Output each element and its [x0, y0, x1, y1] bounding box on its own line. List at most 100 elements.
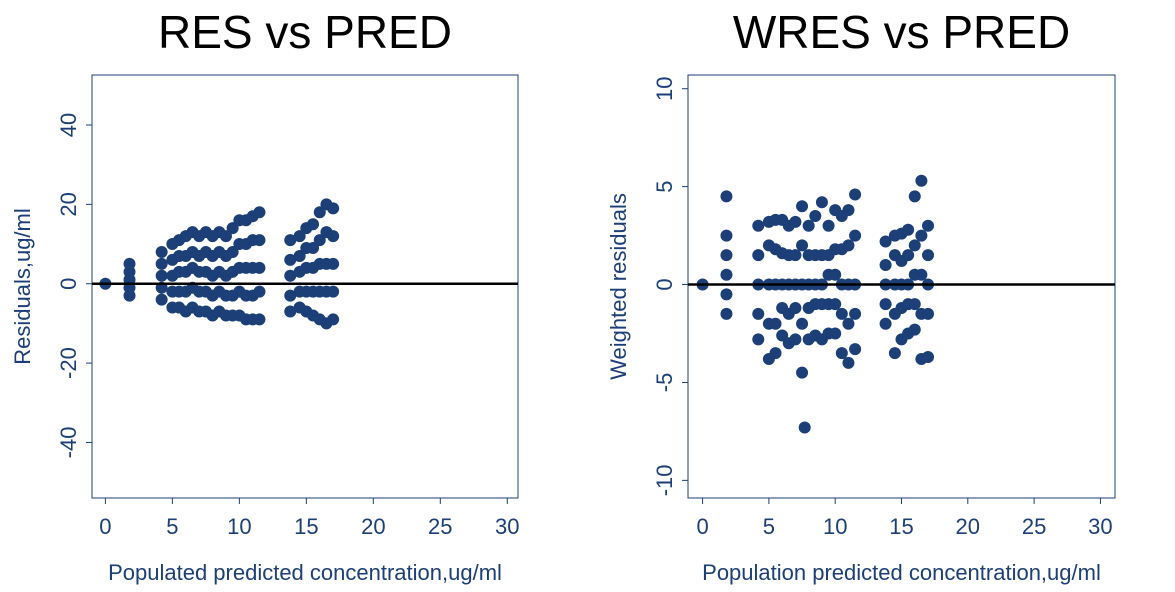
y-tick-label: -5	[652, 373, 677, 393]
point	[789, 249, 802, 262]
point	[908, 298, 921, 311]
x-tick-label: 15	[294, 514, 318, 539]
point	[829, 327, 842, 340]
chart-title: WRES vs PRED	[733, 6, 1070, 58]
point	[313, 206, 326, 219]
x-axis-label: Populated predicted concentration,ug/ml	[108, 560, 502, 585]
point	[796, 239, 809, 252]
chart-title: RES vs PRED	[158, 6, 452, 58]
point	[769, 347, 782, 360]
x-tick-label: 0	[696, 514, 708, 539]
point	[922, 351, 935, 363]
x-tick-label: 25	[428, 514, 452, 539]
point	[849, 229, 862, 242]
y-axis-label: Residuals,ug/ml	[10, 208, 35, 365]
point	[769, 317, 782, 330]
point	[922, 219, 935, 232]
point	[253, 313, 266, 326]
point	[796, 200, 809, 213]
point	[849, 188, 862, 201]
point	[915, 174, 928, 187]
point	[720, 288, 733, 301]
point	[327, 313, 340, 326]
point	[155, 245, 168, 258]
point	[902, 223, 915, 236]
point	[327, 230, 340, 243]
point	[155, 269, 168, 282]
point	[822, 219, 835, 232]
point	[922, 249, 935, 262]
point	[908, 239, 921, 252]
point	[253, 206, 266, 219]
y-tick-label: 5	[652, 181, 677, 193]
point	[809, 210, 822, 222]
point	[915, 268, 928, 281]
point	[796, 366, 809, 379]
point	[842, 239, 855, 252]
point	[842, 204, 855, 217]
y-tick-label: 40	[56, 113, 81, 137]
point	[842, 317, 855, 330]
point	[155, 293, 168, 306]
point	[849, 343, 862, 356]
point	[908, 190, 921, 203]
point	[284, 269, 297, 282]
point	[720, 268, 733, 281]
point	[253, 261, 266, 274]
point	[284, 234, 297, 247]
point	[752, 249, 765, 262]
y-tick-label: 10	[652, 76, 677, 100]
point	[720, 229, 733, 242]
y-tick-label: -40	[56, 427, 81, 459]
point	[915, 229, 928, 242]
point	[219, 230, 232, 243]
point	[879, 258, 892, 271]
x-tick-label: 20	[361, 514, 385, 539]
x-tick-label: 0	[99, 514, 111, 539]
point	[829, 268, 842, 281]
point	[253, 285, 266, 298]
x-tick-label: 20	[956, 514, 980, 539]
point	[879, 235, 892, 248]
x-tick-label: 30	[1088, 514, 1112, 539]
point	[752, 219, 765, 232]
point	[776, 329, 789, 342]
x-tick-label: 30	[495, 514, 519, 539]
y-tick-label: 0	[56, 278, 81, 290]
point	[796, 317, 809, 330]
point	[752, 333, 765, 346]
point	[879, 317, 892, 330]
x-tick-label: 25	[1022, 514, 1046, 539]
y-tick-label: -20	[56, 347, 81, 379]
point	[327, 202, 340, 215]
point	[789, 302, 802, 315]
point	[835, 307, 848, 320]
point	[307, 218, 320, 231]
point	[802, 219, 815, 232]
point	[284, 289, 297, 302]
x-tick-label: 5	[763, 514, 775, 539]
point	[293, 230, 306, 243]
point	[908, 323, 921, 336]
point	[313, 234, 326, 247]
point	[789, 333, 802, 346]
point	[123, 257, 136, 270]
point	[253, 234, 266, 247]
point	[284, 305, 297, 318]
x-tick-label: 10	[227, 514, 251, 539]
point	[888, 347, 901, 360]
point	[902, 249, 915, 262]
point	[155, 257, 168, 270]
y-tick-label: 0	[652, 278, 677, 290]
point	[327, 285, 340, 298]
point	[720, 249, 733, 262]
point	[815, 196, 828, 209]
point	[849, 307, 862, 320]
point	[789, 215, 802, 228]
point	[879, 298, 892, 311]
point	[226, 222, 239, 235]
point	[293, 249, 306, 262]
y-tick-label: 20	[56, 192, 81, 216]
x-axis-label: Population predicted concentration,ug/ml	[702, 560, 1101, 585]
point	[720, 190, 733, 203]
